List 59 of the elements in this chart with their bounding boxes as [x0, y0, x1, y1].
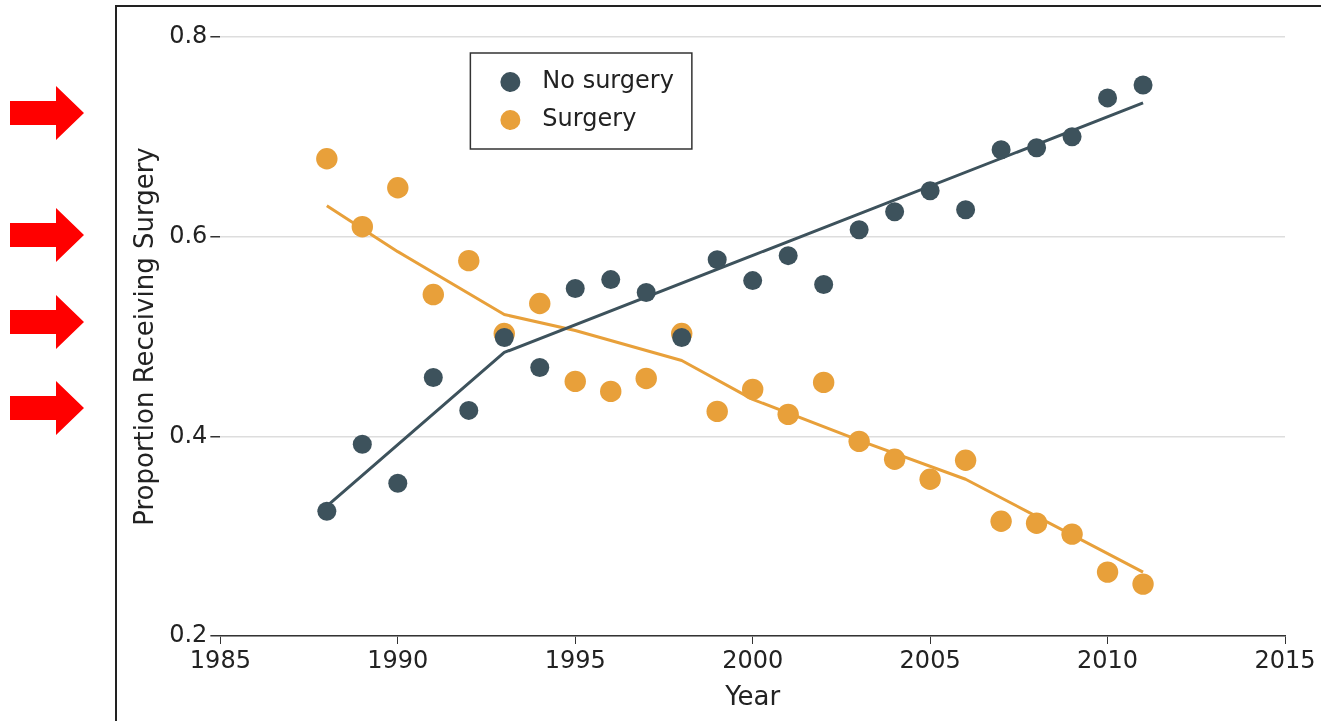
- y-tick-label: 0.6: [169, 220, 208, 249]
- point: [849, 220, 869, 240]
- point: [530, 357, 550, 377]
- point: [1062, 127, 1082, 147]
- point: [458, 249, 480, 272]
- x-tick-label: 2005: [899, 645, 961, 674]
- point: [672, 328, 692, 347]
- point: [351, 215, 374, 238]
- point: [316, 148, 338, 170]
- x-tick-label: 2015: [1254, 645, 1316, 674]
- point: [564, 370, 586, 393]
- x-axis-title: Year: [724, 681, 781, 712]
- point: [1025, 512, 1048, 534]
- x-tick-label: 2000: [722, 645, 784, 674]
- point: [565, 279, 585, 299]
- point: [1098, 88, 1118, 108]
- y-tick-label: 0.8: [169, 21, 208, 50]
- point: [777, 403, 799, 426]
- point: [706, 400, 728, 423]
- point: [387, 177, 409, 199]
- point: [388, 473, 408, 493]
- point: [919, 468, 941, 490]
- point: [778, 246, 798, 266]
- point: [459, 400, 479, 420]
- point: [1133, 75, 1153, 95]
- point: [317, 501, 337, 521]
- point: [635, 367, 657, 390]
- point: [601, 270, 621, 290]
- legend-label: No surgery: [542, 66, 674, 95]
- point: [422, 283, 444, 306]
- point: [1027, 138, 1047, 158]
- legend-label: Surgery: [542, 104, 637, 133]
- point: [1061, 523, 1083, 545]
- x-tick-label: 1990: [367, 645, 429, 674]
- point: [743, 271, 763, 291]
- point: [954, 449, 977, 471]
- point: [1096, 561, 1119, 583]
- point: [600, 380, 622, 403]
- point: [812, 371, 835, 394]
- point: [956, 200, 976, 220]
- point: [352, 434, 372, 454]
- point: [991, 140, 1011, 160]
- point: [990, 510, 1012, 532]
- point: [814, 275, 834, 295]
- point: [423, 367, 443, 387]
- point: [494, 328, 514, 347]
- point: [920, 181, 940, 201]
- point: [1132, 573, 1154, 595]
- point: [636, 283, 656, 303]
- x-tick-label: 2010: [1077, 645, 1139, 674]
- point: [529, 292, 551, 315]
- point: [848, 430, 870, 453]
- point: [741, 378, 764, 401]
- x-tick-label: 1995: [544, 645, 606, 674]
- y-tick-label: 0.4: [169, 420, 208, 449]
- point: [885, 202, 905, 222]
- point: [707, 250, 727, 270]
- y-axis-title: Proportion Receiving Surgery: [129, 147, 160, 526]
- point: [883, 448, 906, 470]
